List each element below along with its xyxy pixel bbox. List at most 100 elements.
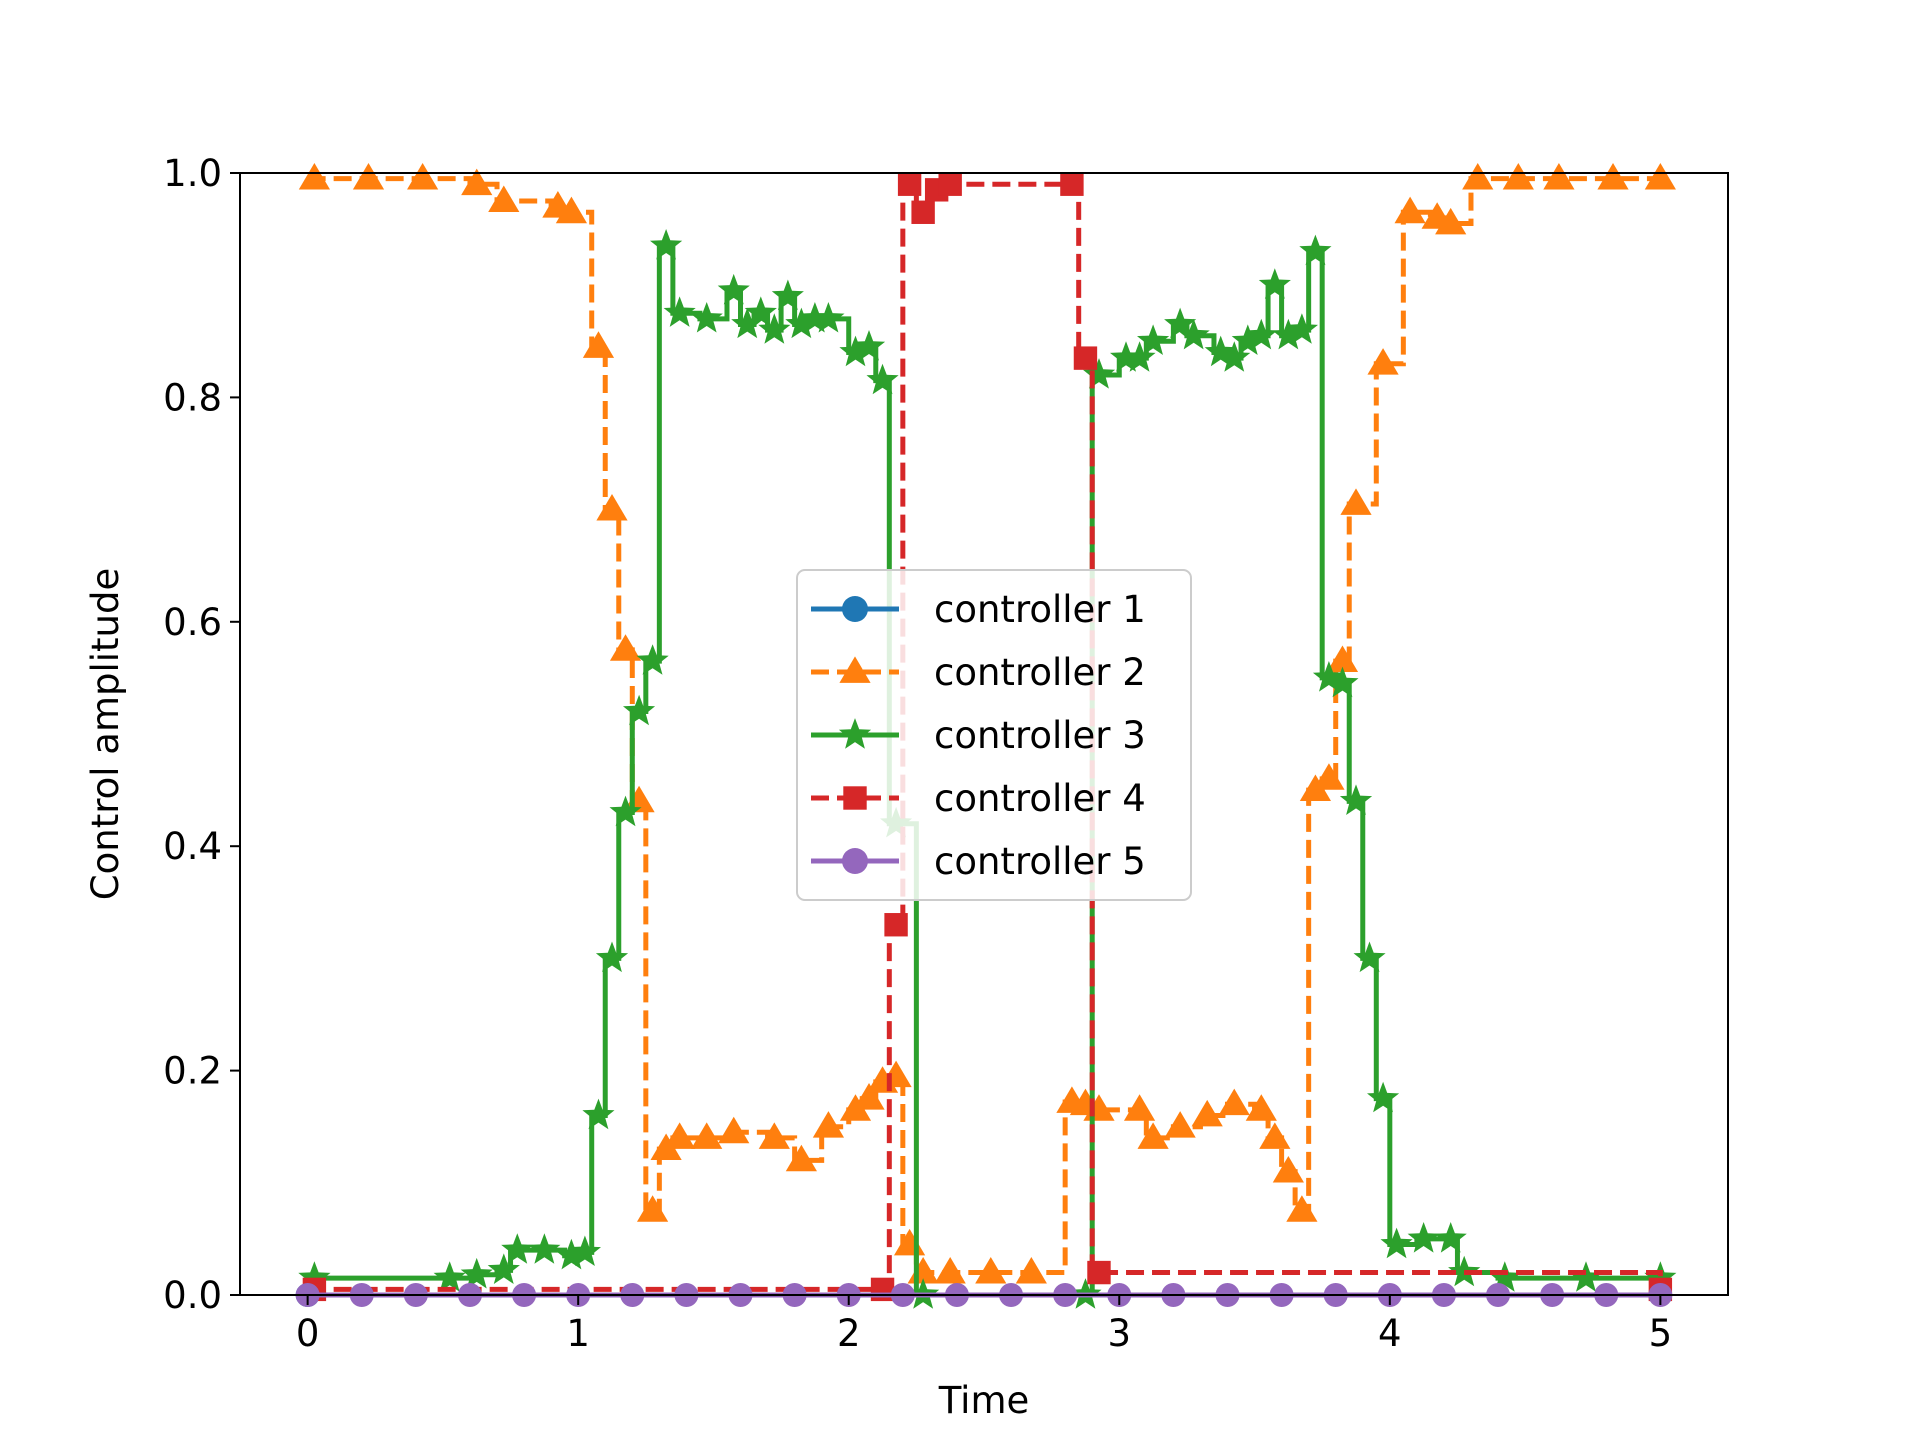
- series-2-point: [1313, 763, 1345, 790]
- series-4-point: [884, 913, 908, 937]
- series-2-point: [758, 1122, 790, 1149]
- series-3-point: [1299, 234, 1332, 266]
- x-tick-label: 4: [1378, 1312, 1402, 1355]
- x-tick-label: 1: [566, 1312, 590, 1355]
- series-3-point: [528, 1233, 561, 1264]
- series-3-point: [1644, 1261, 1677, 1292]
- series-3-point: [744, 296, 777, 327]
- y-tick-label: 0.2: [163, 1050, 222, 1093]
- series-2-point: [1015, 1256, 1047, 1284]
- series-3-point: [663, 296, 696, 327]
- y-tick-label: 0.0: [163, 1274, 222, 1317]
- series-2-point: [812, 1111, 845, 1138]
- series-2-point: [1644, 163, 1676, 190]
- x-axis-label: Time: [938, 1379, 1030, 1422]
- series-2-point: [1245, 1094, 1277, 1121]
- series-3-point: [1326, 666, 1359, 698]
- series-3-point: [852, 330, 886, 361]
- series-3-point: [1164, 307, 1197, 339]
- series-2: [298, 163, 1676, 1284]
- legend-item-5: controller 5: [811, 840, 1146, 883]
- series-2-point: [636, 1195, 669, 1222]
- legend-label: controller 4: [934, 777, 1146, 820]
- legend-item-2: controller 2: [811, 651, 1146, 694]
- series-2-point: [1394, 196, 1426, 224]
- legend-label: controller 5: [934, 840, 1146, 883]
- series-2-point: [1164, 1111, 1196, 1138]
- series-4-point: [1087, 1260, 1111, 1285]
- series-2-point: [853, 1083, 885, 1110]
- series-3-point: [650, 229, 683, 260]
- x-tick-label: 3: [1107, 1312, 1131, 1355]
- legend: controller 1 controller 2 controller 3 cont…: [796, 569, 1192, 901]
- series-2-point: [1272, 1155, 1304, 1183]
- series-2-point: [664, 1122, 696, 1149]
- series-3-point: [1339, 784, 1373, 815]
- y-tick-label: 0.8: [163, 376, 222, 419]
- legend-marker: [842, 848, 868, 874]
- series-2-point: [934, 1256, 966, 1284]
- series-3-point: [298, 1261, 331, 1292]
- series-2-point: [1462, 163, 1494, 190]
- series-3-point: [595, 941, 629, 973]
- series-2-point: [1259, 1122, 1291, 1149]
- series-3-point: [582, 1098, 615, 1130]
- series-3-point: [636, 644, 669, 675]
- series-3-point: [866, 363, 899, 395]
- legend-marker: [842, 596, 868, 622]
- y-axis-label: Control amplitude: [84, 568, 127, 900]
- legend-marker: [839, 656, 871, 683]
- series-2-point: [488, 185, 520, 212]
- series-3-point: [785, 307, 818, 339]
- series-3-point: [839, 335, 872, 367]
- series-3-point: [1285, 313, 1318, 344]
- legend-item-3: controller 3: [811, 714, 1146, 757]
- series-2-point: [1597, 163, 1629, 190]
- y-axis-ticks: 0.0 0.2 0.4 0.6 0.8 1.0: [163, 152, 240, 1317]
- series-4-point: [1060, 172, 1084, 196]
- series-2-point: [1367, 348, 1399, 375]
- series-3-point: [1123, 341, 1156, 372]
- series-3-point: [487, 1253, 520, 1284]
- series-2-point: [1137, 1122, 1169, 1149]
- series-3-point: [1082, 358, 1116, 389]
- legend-label: controller 2: [934, 651, 1146, 694]
- series-3-point: [1407, 1222, 1440, 1253]
- x-tick-label: 2: [837, 1312, 861, 1355]
- legend-marker: [843, 786, 867, 810]
- series-3-point: [1569, 1261, 1602, 1292]
- series-3-point: [771, 279, 804, 311]
- legend-box: [796, 569, 1192, 901]
- series-3-point: [1272, 318, 1305, 350]
- series-2-point: [1191, 1099, 1223, 1127]
- series-2-point: [609, 634, 642, 661]
- series-2-point: [691, 1122, 723, 1149]
- series-2-point: [298, 163, 330, 190]
- series-2-point: [975, 1256, 1007, 1284]
- series-3-point: [690, 302, 723, 333]
- series-4-point: [870, 1277, 895, 1302]
- series-2-point: [1326, 645, 1359, 672]
- series-2-point: [1543, 163, 1575, 190]
- series-3-point: [758, 313, 791, 344]
- series-3-point: [460, 1257, 493, 1289]
- legend-label: controller 3: [934, 714, 1146, 757]
- series-2-point: [1502, 163, 1534, 190]
- series-4-point: [911, 200, 935, 224]
- legend-item-1: controller 1: [811, 588, 1146, 631]
- series-3-point: [798, 302, 831, 333]
- series-3-point: [1380, 1227, 1413, 1259]
- series-3-point: [433, 1261, 466, 1292]
- y-tick-label: 0.6: [163, 601, 222, 644]
- series-2-point: [1340, 488, 1372, 515]
- series-2-point: [352, 163, 385, 190]
- series-3-point: [1434, 1222, 1467, 1253]
- series-4: [302, 172, 1673, 1302]
- series-3-point: [717, 273, 750, 305]
- series-2-point: [1286, 1195, 1318, 1222]
- series-2-point: [1218, 1088, 1250, 1116]
- y-tick-label: 1.0: [163, 152, 222, 195]
- x-tick-label: 0: [296, 1312, 320, 1355]
